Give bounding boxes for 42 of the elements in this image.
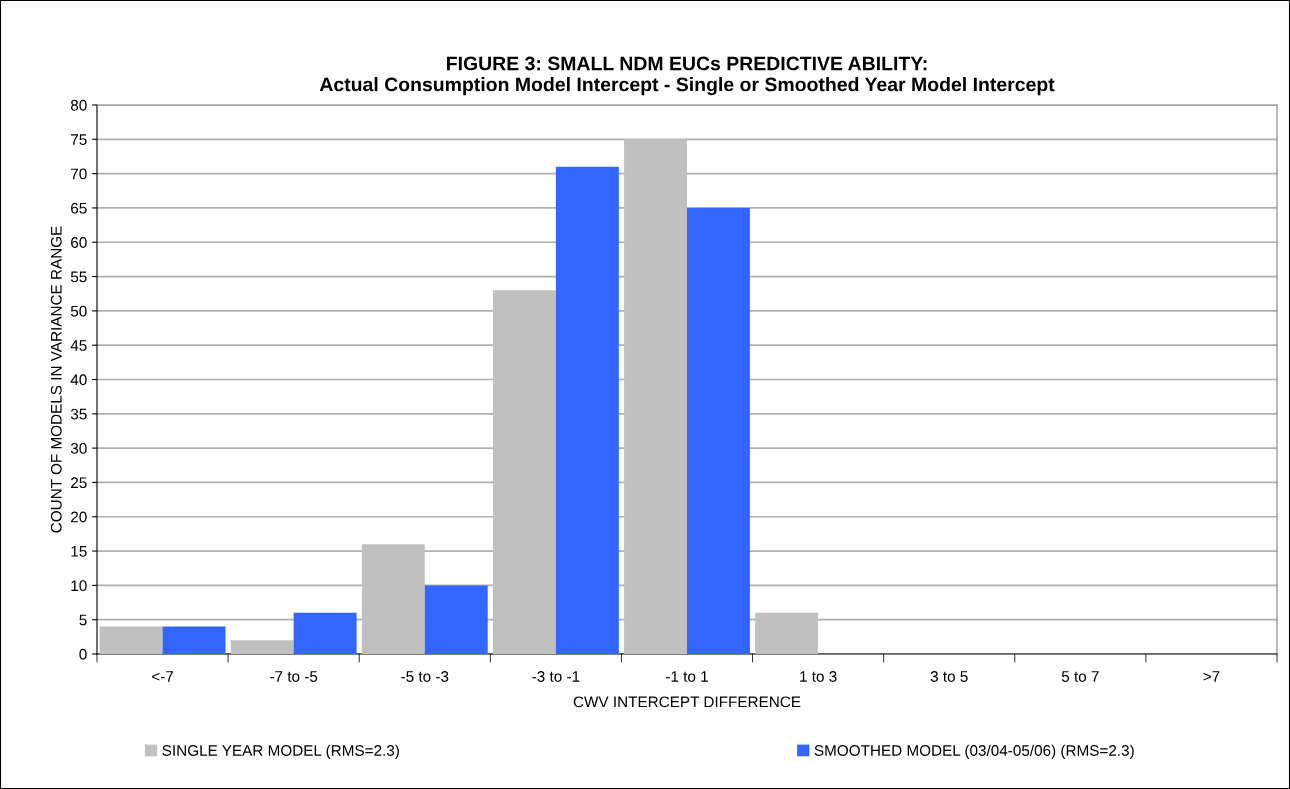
- y-tick-label: 0: [79, 648, 87, 660]
- legend-label: SINGLE YEAR MODEL (RMS=2.3): [162, 744, 399, 759]
- y-tick-label: 80: [70, 99, 87, 111]
- chart-title: FIGURE 3: SMALL NDM EUCs PREDICTIVE ABILITY: Actual Consumption Model Intercept - Single or Smoothed Year Model Intercept: [319, 56, 1055, 96]
- y-tick-label: 75: [71, 134, 87, 145]
- legend-label: SMOOTHED MODEL (03/04-05/06) (RMS=2.3): [814, 744, 1134, 759]
- x-tick-label: <-7: [152, 671, 174, 682]
- x-tick-label: -3 to -1: [532, 671, 580, 682]
- x-tick-label: 1 to 3: [800, 671, 837, 682]
- y-tick-label: 5: [79, 614, 87, 626]
- y-tick-label: 25: [71, 477, 87, 489]
- y-tick-label: 35: [70, 408, 87, 420]
- y-tick-label: 55: [70, 271, 87, 283]
- y-tick-label: 45: [70, 340, 87, 351]
- y-axis-title: COUNT OF MODELS IN VARIANCE RANGE: [50, 226, 62, 533]
- x-tick-label: 5 to 7: [1061, 671, 1099, 682]
- bar: [687, 207, 750, 654]
- y-tick-label: 40: [70, 374, 87, 386]
- y-tick-label: 30: [70, 442, 87, 454]
- bar: [361, 544, 425, 654]
- y-tick-label: 10: [71, 580, 87, 592]
- y-tick-label: 70: [71, 168, 87, 180]
- bar: [555, 166, 619, 654]
- x-tick-label: 3 to 5: [930, 671, 968, 682]
- bar: [755, 612, 819, 654]
- x-tick-label: -1 to 1: [666, 671, 708, 682]
- y-tick-label: 65: [71, 202, 87, 214]
- y-tick-label: 20: [71, 511, 87, 523]
- y-tick-label: 15: [71, 546, 87, 557]
- y-tick-label: 50: [70, 305, 87, 317]
- x-tick-label: -7 to -5: [270, 671, 318, 682]
- x-tick-label: -5 to -3: [401, 671, 449, 682]
- bar: [162, 626, 226, 654]
- x-tick-label: >7: [1203, 671, 1220, 682]
- y-tick-label: 60: [71, 237, 87, 248]
- bar: [492, 290, 556, 654]
- bar: [230, 640, 294, 654]
- bar: [99, 626, 163, 654]
- bar: [293, 612, 357, 654]
- bar: [624, 139, 687, 654]
- bar: [424, 585, 488, 654]
- x-axis-title: CWV INTERCEPT DIFFERENCE: [573, 696, 801, 708]
